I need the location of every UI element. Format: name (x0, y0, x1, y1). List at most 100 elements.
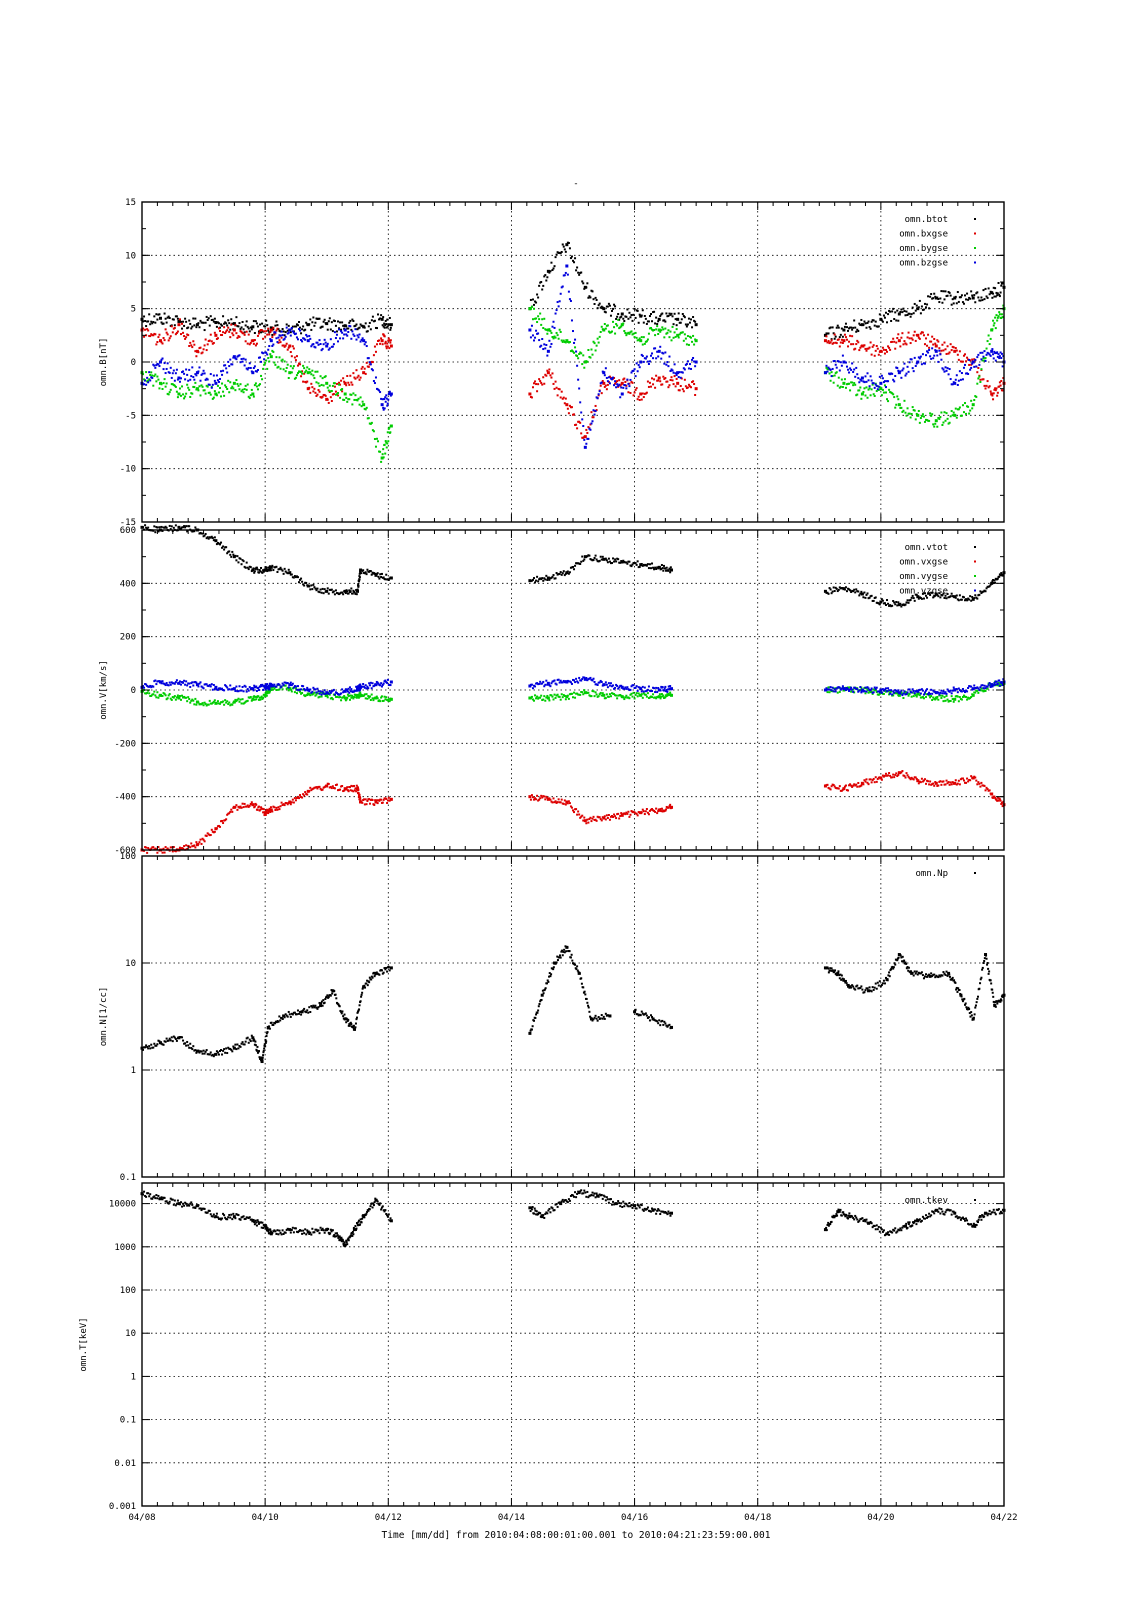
data-point (888, 689, 891, 692)
data-point (386, 325, 389, 328)
data-point (254, 695, 257, 698)
data-point (983, 359, 986, 362)
data-point (985, 587, 988, 590)
data-point (361, 685, 364, 688)
data-point (225, 818, 228, 821)
data-point (598, 302, 601, 305)
data-point (358, 580, 361, 583)
data-point (192, 699, 195, 702)
data-point (346, 688, 349, 691)
data-point (220, 333, 223, 336)
data-point (946, 345, 949, 348)
data-point (534, 300, 537, 303)
data-point (162, 382, 165, 385)
data-point (668, 805, 671, 808)
data-point (627, 696, 630, 699)
data-point (917, 336, 920, 339)
data-point (190, 699, 193, 702)
data-point (273, 566, 276, 569)
data-point (998, 357, 1001, 360)
data-point (990, 392, 994, 396)
data-point (576, 364, 579, 367)
data-point (143, 686, 146, 689)
data-point (606, 816, 609, 819)
data-point (162, 368, 165, 371)
data-point (860, 379, 863, 382)
data-point (647, 813, 650, 816)
data-point (242, 702, 245, 705)
data-point (265, 568, 268, 571)
data-point (641, 343, 644, 346)
data-point (317, 690, 320, 693)
data-point (330, 588, 333, 591)
data-point (927, 693, 930, 696)
data-point (560, 693, 563, 696)
data-point (183, 324, 186, 327)
data-point (294, 359, 297, 362)
data-point (321, 690, 324, 693)
data-point (923, 691, 926, 694)
data-point (882, 775, 885, 778)
data-point (146, 380, 149, 383)
data-point (248, 362, 251, 365)
data-point (563, 248, 566, 251)
data-point (306, 323, 310, 327)
data-point (376, 572, 379, 575)
data-point (222, 390, 225, 393)
data-point (330, 345, 333, 348)
data-point (875, 686, 878, 689)
data-point (592, 416, 595, 419)
data-point (646, 380, 649, 383)
data-point (156, 375, 159, 378)
data-point (360, 800, 363, 803)
data-point (604, 818, 607, 821)
data-point (968, 296, 971, 299)
data-point (348, 691, 351, 694)
data-point (560, 681, 563, 684)
data-point (555, 801, 558, 804)
data-point (631, 811, 634, 814)
data-point (947, 690, 950, 693)
data-point (619, 684, 622, 687)
data-point (845, 590, 848, 593)
data-point (540, 794, 543, 797)
data-point (639, 563, 643, 567)
data-point (151, 322, 154, 325)
data-point (178, 380, 181, 383)
data-point (158, 339, 162, 343)
data-point (959, 378, 962, 381)
data-point (348, 321, 351, 324)
data-point (634, 375, 637, 378)
data-point (193, 386, 196, 389)
data-point (546, 797, 550, 801)
data-point (860, 688, 864, 692)
data-point (641, 309, 644, 312)
data-point (353, 325, 356, 328)
data-point (361, 801, 364, 804)
data-point (317, 382, 320, 385)
data-point (296, 364, 299, 367)
data-point (348, 786, 351, 789)
data-point (536, 321, 539, 324)
data-point (387, 339, 390, 342)
data-point (350, 688, 353, 691)
data-point (883, 384, 886, 387)
data-point (546, 332, 549, 335)
data-point (295, 692, 298, 695)
data-point (564, 250, 567, 253)
data-point (348, 698, 351, 701)
data-point (625, 561, 628, 564)
data-point (620, 685, 624, 689)
data-point (170, 376, 173, 379)
data-point (301, 580, 304, 583)
data-point (269, 565, 273, 569)
data-point (829, 686, 832, 689)
data-point (891, 340, 894, 343)
data-point (579, 693, 582, 696)
data-point (613, 693, 616, 696)
data-point (565, 339, 569, 343)
data-point (585, 691, 588, 694)
data-point (961, 378, 964, 381)
data-point (656, 323, 659, 326)
data-point (265, 684, 268, 687)
